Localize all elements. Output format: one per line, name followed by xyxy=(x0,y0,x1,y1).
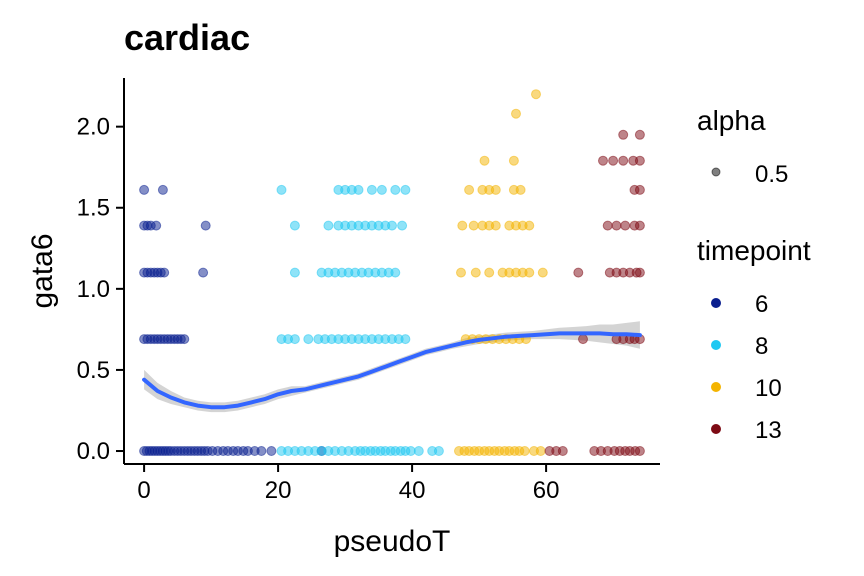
point-timepoint-8 xyxy=(400,184,411,195)
point-timepoint-13 xyxy=(618,155,629,166)
x-tick-label: 60 xyxy=(533,477,560,504)
x-tick-label: 20 xyxy=(265,477,292,504)
point-timepoint-13 xyxy=(573,267,584,278)
point-timepoint-10 xyxy=(524,267,535,278)
point-timepoint-10 xyxy=(479,155,490,166)
confidence-band-layer xyxy=(144,321,640,413)
points-layer xyxy=(139,89,645,456)
legend-alpha-title: alpha xyxy=(697,105,766,136)
point-timepoint-8 xyxy=(289,334,300,345)
x-tick-label: 0 xyxy=(137,477,150,504)
legend-key-13 xyxy=(711,424,721,434)
point-timepoint-10 xyxy=(457,220,468,231)
point-timepoint-6 xyxy=(179,334,190,345)
y-tick-label: 0.0 xyxy=(77,438,110,465)
point-timepoint-13 xyxy=(634,267,645,278)
legend-timepoint-entries: 6 8 10 13 xyxy=(711,291,782,444)
point-timepoint-13 xyxy=(634,184,645,195)
confidence-band xyxy=(144,321,640,413)
point-timepoint-10 xyxy=(535,446,546,456)
legend-alpha-key xyxy=(711,167,721,177)
x-axis-ticks: 0 20 40 60 xyxy=(137,464,559,504)
point-timepoint-10 xyxy=(468,220,479,231)
legend: alpha 0.5 timepoint 6 8 10 13 xyxy=(697,105,811,444)
point-timepoint-6 xyxy=(198,267,209,278)
point-timepoint-8 xyxy=(289,220,300,231)
point-timepoint-13 xyxy=(618,129,629,140)
point-timepoint-6 xyxy=(151,220,162,231)
legend-label-8: 8 xyxy=(755,333,768,360)
point-timepoint-13 xyxy=(608,155,619,166)
chart-title: cardiac xyxy=(124,17,250,58)
point-timepoint-10 xyxy=(524,220,535,231)
point-timepoint-13 xyxy=(602,220,613,231)
point-timepoint-6 xyxy=(256,446,267,456)
legend-key-10 xyxy=(711,382,721,392)
smooth-line xyxy=(142,331,642,410)
point-timepoint-8 xyxy=(390,267,401,278)
point-timepoint-8 xyxy=(303,334,314,345)
point-timepoint-8 xyxy=(323,220,334,231)
point-timepoint-8 xyxy=(397,220,408,231)
point-timepoint-10 xyxy=(519,446,530,456)
point-timepoint-10 xyxy=(464,184,475,195)
smooth-line-layer xyxy=(142,331,642,410)
point-timepoint-6 xyxy=(157,184,168,195)
point-timepoint-10 xyxy=(515,184,526,195)
point-timepoint-10 xyxy=(511,108,521,119)
point-timepoint-8 xyxy=(276,184,287,195)
point-timepoint-6 xyxy=(159,267,170,278)
point-timepoint-13 xyxy=(598,155,608,166)
point-timepoint-8 xyxy=(366,184,377,195)
y-tick-label: 2.0 xyxy=(77,114,110,141)
point-timepoint-8 xyxy=(390,184,401,195)
legend-label-13: 13 xyxy=(755,417,782,444)
y-axis-ticks: 0.0 0.5 1.0 1.5 2.0 xyxy=(77,114,124,465)
y-axis-title: gata6 xyxy=(26,233,59,308)
point-timepoint-10 xyxy=(490,184,501,195)
point-timepoint-13 xyxy=(611,220,622,231)
point-timepoint-8 xyxy=(353,184,364,195)
point-timepoint-13 xyxy=(557,446,568,456)
point-timepoint-10 xyxy=(537,267,548,278)
legend-key-8 xyxy=(711,340,721,350)
point-timepoint-10 xyxy=(484,267,495,278)
point-timepoint-13 xyxy=(634,220,645,231)
point-timepoint-8 xyxy=(433,446,444,456)
point-timepoint-8 xyxy=(376,184,387,195)
point-timepoint-6 xyxy=(139,184,150,195)
point-timepoint-13 xyxy=(634,155,645,166)
x-tick-label: 40 xyxy=(399,477,426,504)
point-timepoint-10 xyxy=(490,220,501,231)
x-axis-title: pseudoT xyxy=(334,525,451,558)
y-tick-label: 0.5 xyxy=(77,357,110,384)
legend-alpha-label: 0.5 xyxy=(755,161,788,188)
point-timepoint-10 xyxy=(470,267,481,278)
point-timepoint-10 xyxy=(456,267,466,278)
legend-key-6 xyxy=(711,298,721,308)
legend-label-10: 10 xyxy=(755,375,782,402)
point-timepoint-13 xyxy=(634,129,645,140)
y-tick-label: 1.0 xyxy=(77,276,110,303)
point-timepoint-13 xyxy=(620,220,631,231)
point-timepoint-8 xyxy=(289,267,300,278)
legend-label-6: 6 xyxy=(755,291,768,318)
point-timepoint-13 xyxy=(634,446,645,456)
point-timepoint-8 xyxy=(387,220,397,231)
point-timepoint-10 xyxy=(531,89,541,100)
point-timepoint-6 xyxy=(200,220,211,231)
point-timepoint-6 xyxy=(266,446,277,456)
y-tick-label: 1.5 xyxy=(77,195,110,222)
legend-timepoint-title: timepoint xyxy=(697,235,811,266)
point-timepoint-8 xyxy=(413,446,424,456)
point-timepoint-10 xyxy=(508,155,519,166)
point-timepoint-8 xyxy=(400,334,411,345)
point-timepoint-13 xyxy=(578,334,588,345)
